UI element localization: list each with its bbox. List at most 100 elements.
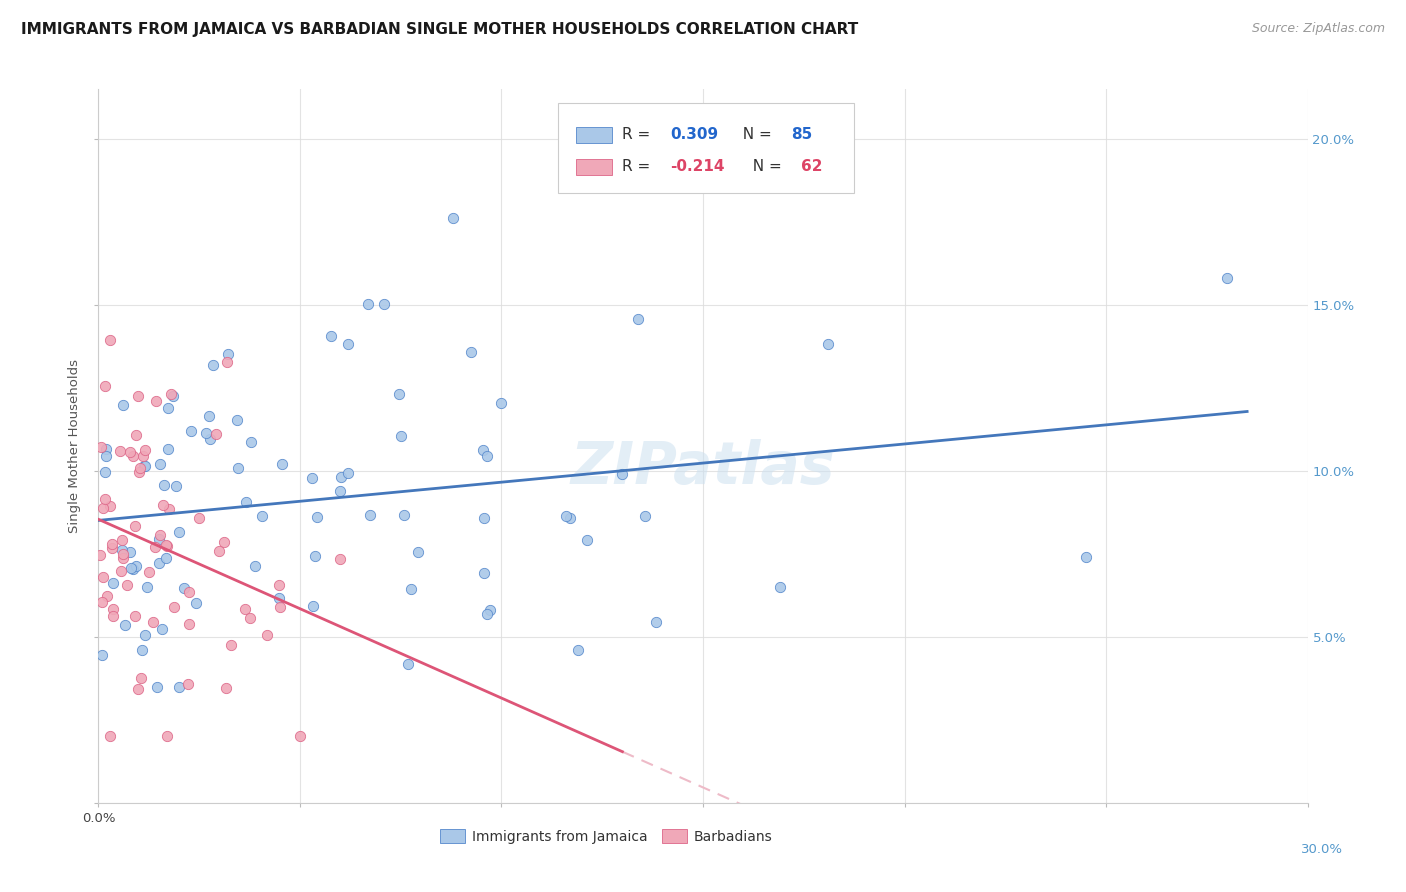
Point <box>769 580 792 594</box>
Point <box>475 607 498 622</box>
Text: N =: N = <box>734 127 778 142</box>
Point <box>180 424 202 438</box>
Point <box>217 347 239 361</box>
Point <box>138 565 160 579</box>
Point <box>177 677 200 691</box>
Point <box>100 730 122 744</box>
Point <box>89 548 111 562</box>
Point <box>103 602 125 616</box>
Point <box>131 671 153 685</box>
FancyBboxPatch shape <box>558 103 855 193</box>
Point <box>336 466 359 480</box>
Point <box>111 533 134 548</box>
Point <box>389 429 412 443</box>
Point <box>129 461 152 475</box>
Point <box>1074 549 1097 564</box>
Point <box>567 642 589 657</box>
Point <box>94 378 117 392</box>
Point <box>145 393 167 408</box>
Point <box>111 398 134 412</box>
Point <box>388 386 411 401</box>
Point <box>187 511 209 525</box>
Text: N =: N = <box>742 159 786 174</box>
Point <box>122 450 145 464</box>
Point <box>610 467 633 481</box>
Point <box>471 443 494 458</box>
Point <box>304 549 326 563</box>
Point <box>373 297 395 311</box>
Point <box>134 458 156 473</box>
Point <box>239 435 262 450</box>
Point <box>132 449 155 463</box>
Point <box>120 560 142 574</box>
Text: R =: R = <box>621 127 655 142</box>
Text: Source: ZipAtlas.com: Source: ZipAtlas.com <box>1251 22 1385 36</box>
Point <box>321 329 343 343</box>
Point <box>301 599 323 613</box>
Point <box>243 558 266 573</box>
Point <box>121 562 143 576</box>
Bar <box>576 127 613 143</box>
Point <box>96 590 118 604</box>
Point <box>235 494 257 508</box>
Point <box>817 337 839 351</box>
Point <box>125 428 148 442</box>
Point <box>288 730 311 744</box>
Point <box>441 211 464 225</box>
Point <box>127 389 149 403</box>
Point <box>186 595 208 609</box>
Point <box>94 492 117 507</box>
Point <box>94 465 117 479</box>
Point <box>472 566 495 580</box>
Point <box>103 608 125 623</box>
Point <box>329 484 352 499</box>
Point <box>169 524 191 539</box>
Point <box>149 457 172 471</box>
Point <box>112 547 135 561</box>
Point <box>127 682 149 697</box>
Point <box>143 541 166 555</box>
Y-axis label: Single Mother Households: Single Mother Households <box>67 359 82 533</box>
Point <box>212 535 235 549</box>
Point <box>219 638 242 652</box>
Point <box>208 544 231 558</box>
Point <box>472 510 495 524</box>
Point <box>475 449 498 463</box>
Text: -0.214: -0.214 <box>671 159 725 174</box>
Point <box>96 442 118 457</box>
Point <box>152 499 174 513</box>
Point <box>301 471 323 485</box>
Text: IMMIGRANTS FROM JAMAICA VS BARBADIAN SINGLE MOTHER HOUSEHOLDS CORRELATION CHART: IMMIGRANTS FROM JAMAICA VS BARBADIAN SIN… <box>21 22 858 37</box>
Point <box>644 615 666 629</box>
Point <box>179 585 201 599</box>
Point <box>149 528 172 542</box>
Point <box>205 427 228 442</box>
Point <box>406 545 429 559</box>
Point <box>101 576 124 591</box>
Text: ZIPatlas: ZIPatlas <box>571 439 835 496</box>
Point <box>94 450 117 464</box>
Point <box>156 539 179 553</box>
Point <box>98 333 121 347</box>
Point <box>148 532 170 546</box>
Point <box>252 508 274 523</box>
Text: R =: R = <box>621 159 655 174</box>
Point <box>460 344 482 359</box>
Point <box>134 442 156 457</box>
Point <box>634 508 657 523</box>
Point <box>101 541 124 555</box>
Point <box>145 680 167 694</box>
Point <box>125 558 148 573</box>
Point <box>150 623 173 637</box>
Point <box>198 432 221 446</box>
Point <box>270 458 292 472</box>
Point <box>167 680 190 694</box>
Text: 62: 62 <box>801 159 823 174</box>
Point <box>215 681 238 696</box>
Point <box>110 564 132 578</box>
Point <box>91 501 114 516</box>
Point <box>479 603 502 617</box>
Point <box>560 511 582 525</box>
Point <box>226 413 249 427</box>
Point <box>91 648 114 663</box>
